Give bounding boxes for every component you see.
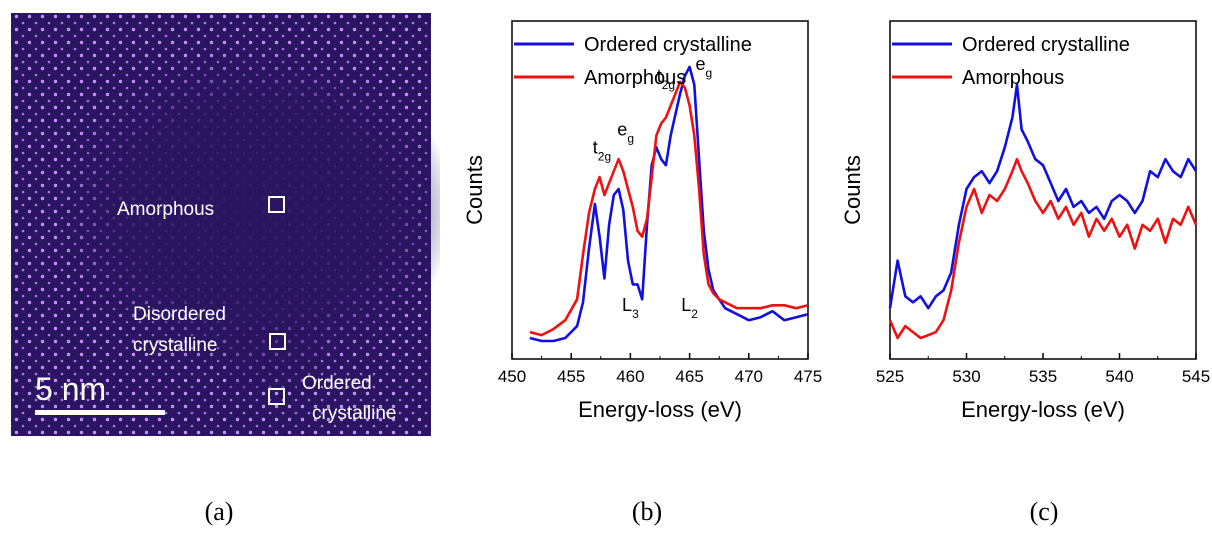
peak-annotation: t2g <box>593 137 611 163</box>
peak-annotation: L3 <box>622 295 639 321</box>
label-ordered-2: crystalline <box>312 403 396 424</box>
x-tick-label: 455 <box>557 367 585 386</box>
peak-annotation: t2g <box>657 66 675 92</box>
label-disordered-2: crystalline <box>133 335 217 356</box>
eels-o-k-edge-chart: 525 530 535 540 545 Energy-loss (eV) Counts Ord… <box>840 20 1210 422</box>
eels-ti-l-edge-chart: 450 455 460 465 470 475 Energy-loss (eV) Counts… <box>462 20 822 422</box>
caption-a: (a) <box>204 497 234 526</box>
x-axis-label: Energy-loss (eV) <box>578 397 742 422</box>
x-tick-label: 545 <box>1182 367 1210 386</box>
x-tick-label: 465 <box>675 367 703 386</box>
series-line-ordered <box>888 83 1198 310</box>
y-axis-label: Counts <box>840 155 865 225</box>
legend-label: Amorphous <box>584 67 686 89</box>
x-tick-label: 460 <box>616 367 644 386</box>
series-line-ordered <box>529 65 809 343</box>
label-amorphous: Amorphous <box>117 199 214 220</box>
caption-c: (c) <box>1029 497 1059 526</box>
peak-annotation: eg <box>695 54 712 80</box>
label-disordered-1: Disordered <box>133 304 226 325</box>
x-axis-label: Energy-loss (eV) <box>961 397 1125 422</box>
label-ordered-1: Ordered <box>302 373 372 394</box>
scale-bar-label: 5 nm <box>35 371 106 407</box>
legend-label: Ordered crystalline <box>962 34 1130 56</box>
scale-bar <box>35 410 165 415</box>
legend-label: Ordered crystalline <box>584 34 752 56</box>
legend-label: Amorphous <box>962 67 1064 89</box>
y-axis-label: Counts <box>462 155 487 225</box>
x-tick-label: 540 <box>1105 367 1133 386</box>
series-line-amorphous <box>888 157 1198 340</box>
x-tick-label: 470 <box>735 367 763 386</box>
roi-box-amorphous <box>268 196 285 213</box>
roi-box-ordered <box>268 388 285 405</box>
stem-image: Amorphous Disordered crystalline Ordered… <box>11 13 440 436</box>
peak-annotation: L2 <box>681 295 698 321</box>
x-tick-label: 525 <box>876 367 904 386</box>
peak-annotation: eg <box>617 119 634 145</box>
roi-box-disordered <box>269 333 286 350</box>
caption-b: (b) <box>631 497 663 526</box>
x-tick-label: 475 <box>794 367 822 386</box>
series-line-amorphous <box>529 80 809 337</box>
x-tick-label: 530 <box>952 367 980 386</box>
x-tick-label: 535 <box>1029 367 1057 386</box>
x-tick-label: 450 <box>498 367 526 386</box>
